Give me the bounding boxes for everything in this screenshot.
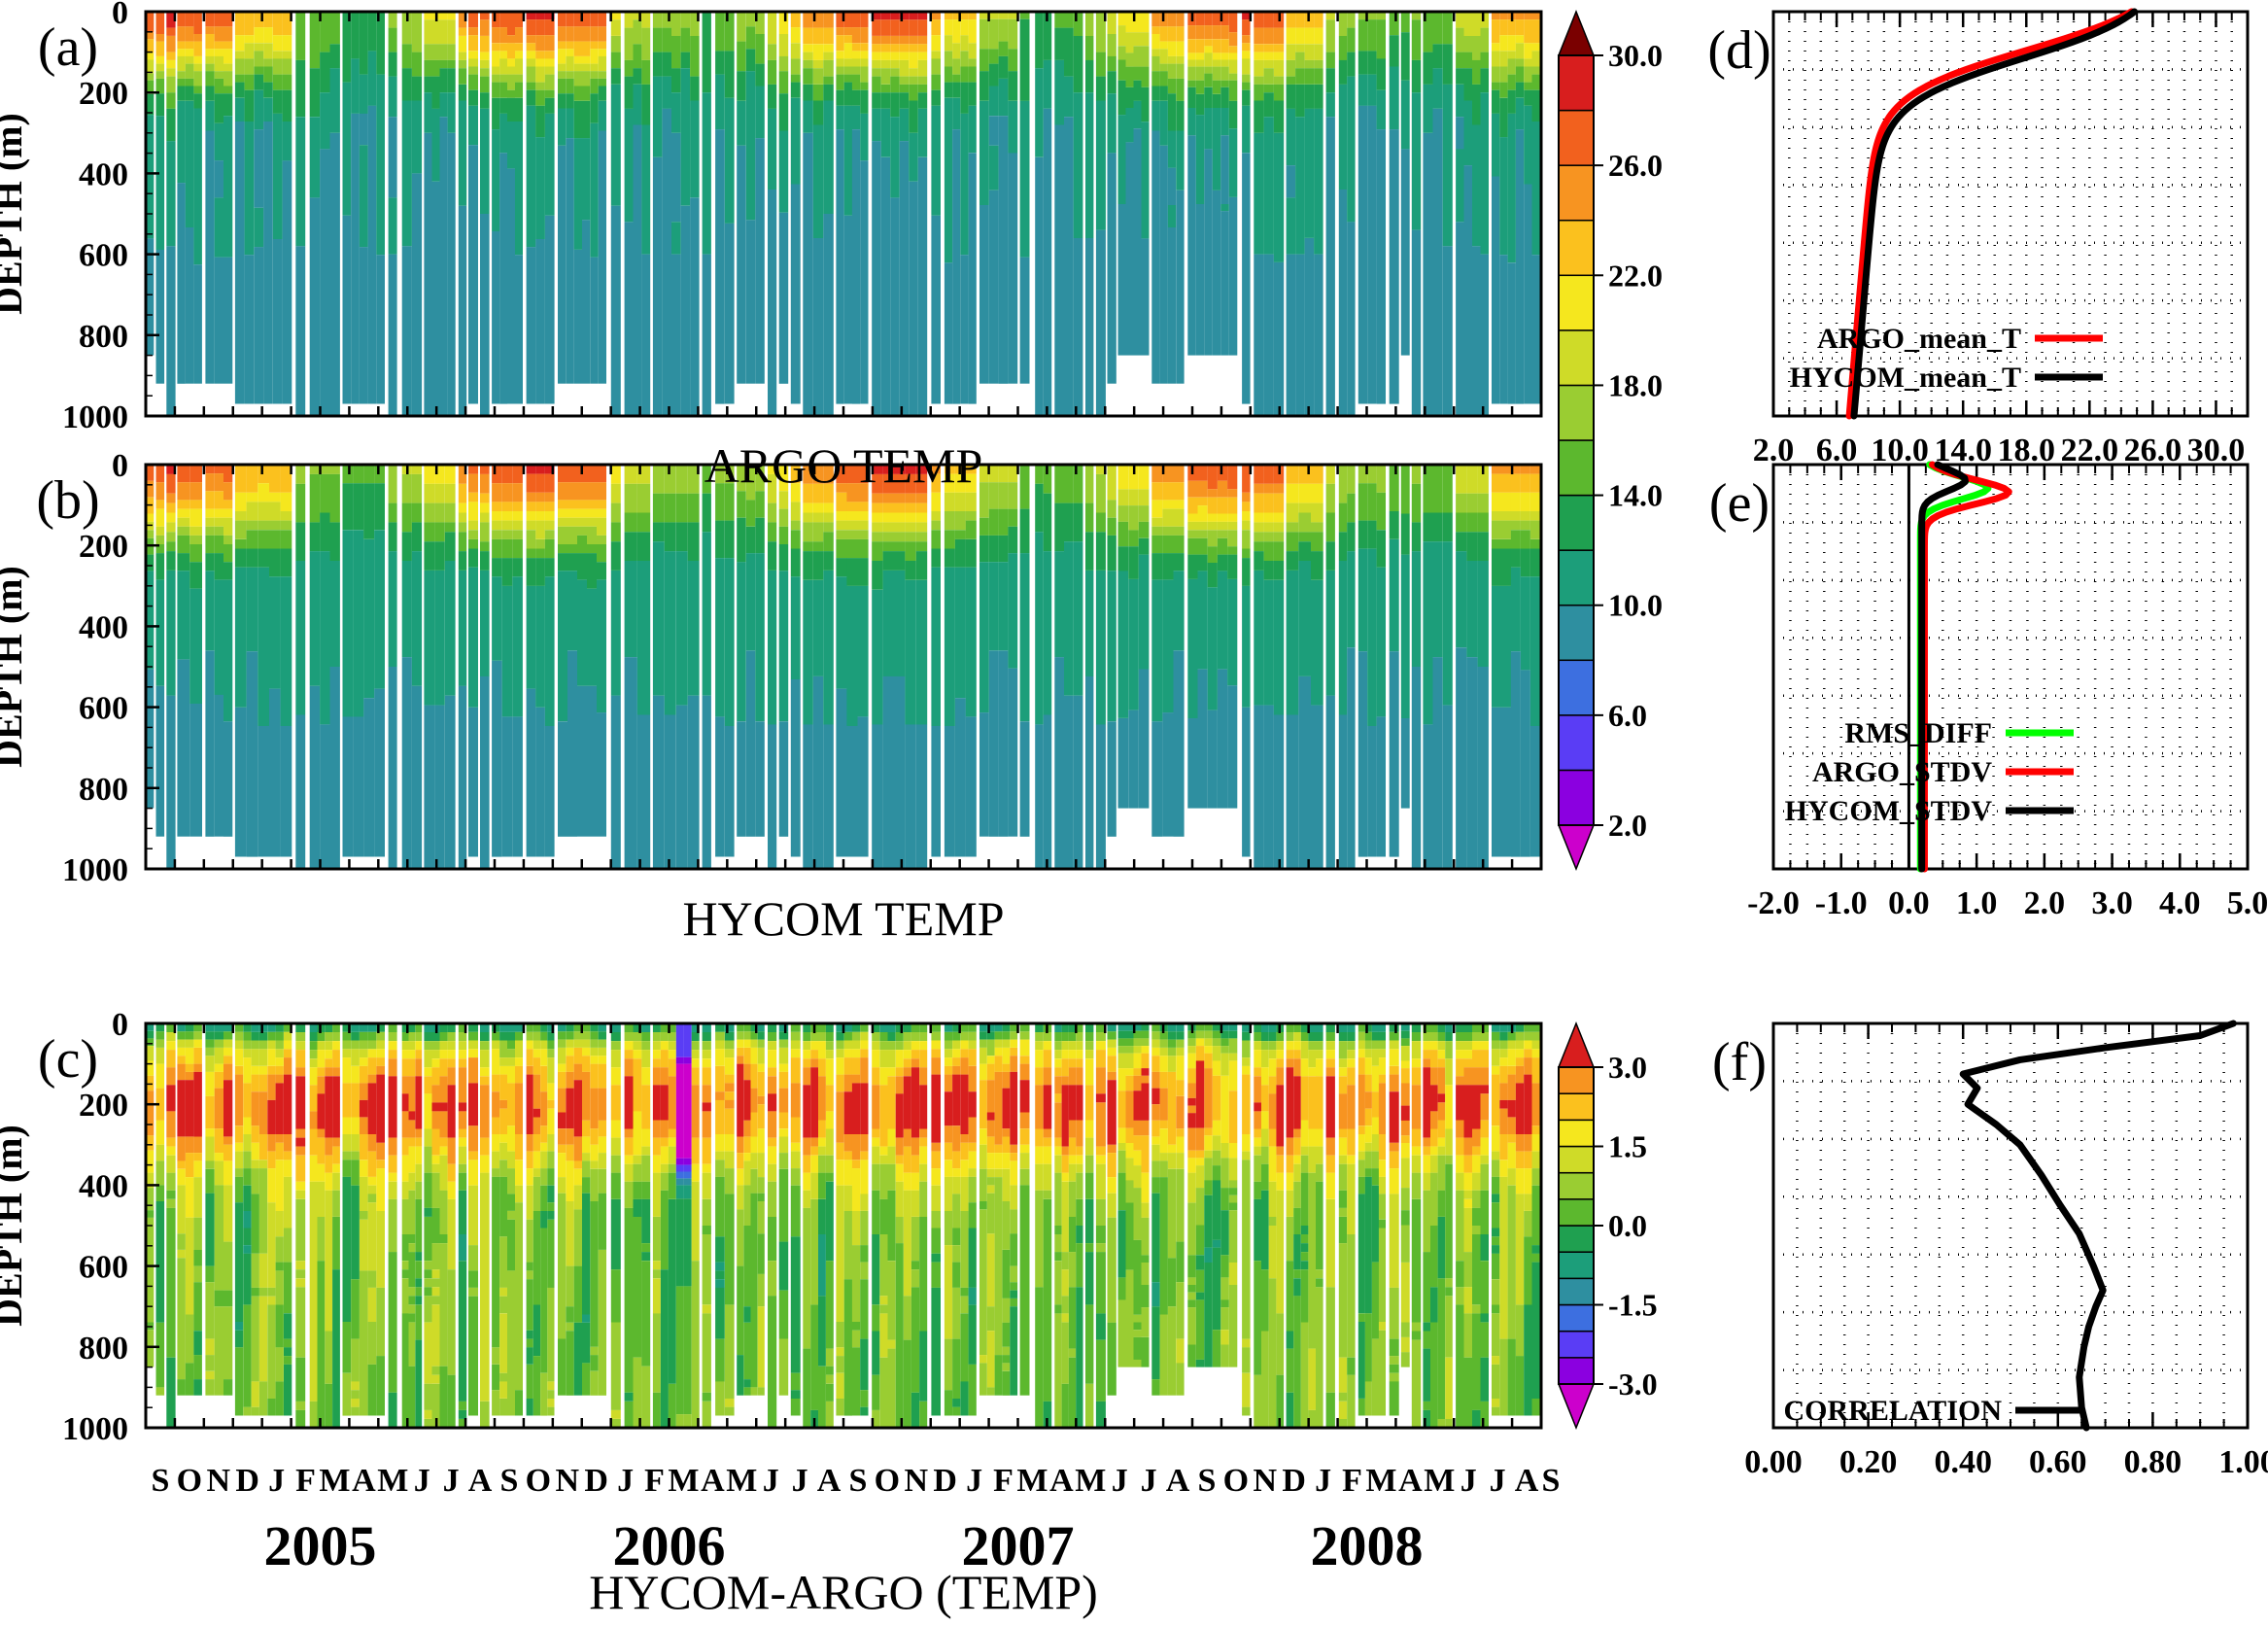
svg-text:800: 800 [79, 1331, 128, 1367]
svg-text:-1.5: -1.5 [1608, 1288, 1658, 1323]
svg-text:800: 800 [79, 772, 128, 808]
svg-text:22.0: 22.0 [1608, 258, 1663, 293]
svg-text:0: 0 [112, 1007, 128, 1043]
svg-text:400: 400 [79, 609, 128, 645]
svg-text:30.0: 30.0 [1608, 38, 1663, 73]
svg-text:26.0: 26.0 [1608, 148, 1663, 183]
svg-text:0: 0 [112, 448, 128, 484]
svg-text:10.0: 10.0 [1608, 588, 1663, 623]
svg-text:200: 200 [79, 529, 128, 565]
svg-text:2.0: 2.0 [1608, 808, 1647, 843]
svg-text:800: 800 [79, 319, 128, 355]
svg-text:600: 600 [79, 238, 128, 274]
svg-text:200: 200 [79, 76, 128, 112]
svg-text:1000: 1000 [62, 399, 128, 435]
svg-text:18.0: 18.0 [1608, 367, 1663, 402]
svg-text:-3.0: -3.0 [1608, 1367, 1658, 1402]
svg-text:600: 600 [79, 691, 128, 727]
svg-text:200: 200 [79, 1088, 128, 1124]
svg-text:3.0: 3.0 [1608, 1050, 1647, 1085]
svg-text:14.0: 14.0 [1608, 478, 1663, 513]
svg-text:0.0: 0.0 [1608, 1208, 1647, 1243]
svg-text:400: 400 [79, 1168, 128, 1204]
svg-text:1000: 1000 [62, 852, 128, 888]
svg-text:6.0: 6.0 [1608, 698, 1647, 733]
svg-text:1.5: 1.5 [1608, 1129, 1647, 1164]
svg-text:0: 0 [112, 0, 128, 31]
svg-text:400: 400 [79, 156, 128, 192]
svg-text:1000: 1000 [62, 1411, 128, 1447]
svg-text:600: 600 [79, 1250, 128, 1286]
